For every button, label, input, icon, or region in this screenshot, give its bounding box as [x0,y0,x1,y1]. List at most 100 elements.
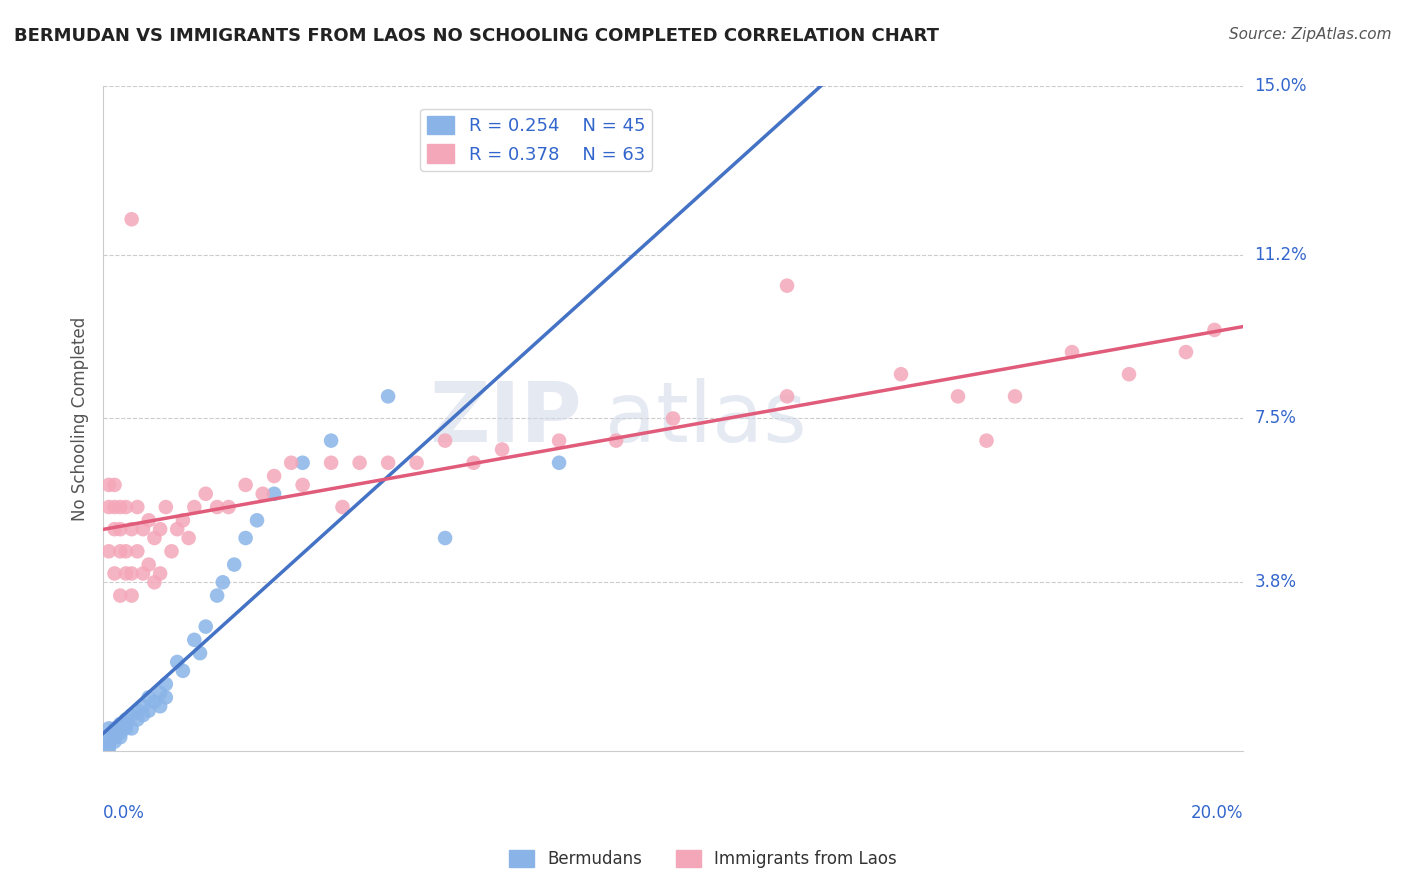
Point [155,677,177,691]
Point [377,389,399,403]
Point [349,456,371,470]
Point [127,500,149,514]
Point [97,734,120,748]
Y-axis label: No Schooling Completed: No Schooling Completed [72,317,89,521]
Point [110,726,132,740]
Point [121,566,143,581]
Point [115,717,138,731]
Point [1118,368,1140,382]
Point [138,558,160,572]
Text: 20.0%: 20.0% [1191,804,1243,822]
Text: 7.5%: 7.5% [1254,409,1296,427]
Point [110,731,132,745]
Point [463,456,485,470]
Point [143,575,166,590]
Legend: Bermudans, Immigrants from Laos: Bermudans, Immigrants from Laos [502,843,904,875]
Point [121,722,143,736]
Point [121,589,143,603]
Text: 11.2%: 11.2% [1254,245,1308,264]
Point [776,278,799,293]
Point [224,558,246,572]
Point [188,646,211,660]
Text: Source: ZipAtlas.com: Source: ZipAtlas.com [1229,27,1392,42]
Point [160,544,183,558]
Point [776,389,799,403]
Point [132,699,155,714]
Point [138,704,160,718]
Text: BERMUDAN VS IMMIGRANTS FROM LAOS NO SCHOOLING COMPLETED CORRELATION CHART: BERMUDAN VS IMMIGRANTS FROM LAOS NO SCHO… [14,27,939,45]
Point [235,531,257,545]
Point [194,487,217,501]
Point [115,713,138,727]
Point [155,690,177,705]
Point [155,500,177,514]
Point [149,686,172,700]
Point [205,589,228,603]
Point [97,743,120,757]
Point [548,434,571,448]
Point [246,513,269,527]
Point [121,212,143,227]
Point [172,664,194,678]
Text: 15.0%: 15.0% [1254,78,1308,95]
Point [110,544,132,558]
Point [132,522,155,536]
Point [1004,389,1026,403]
Point [143,531,166,545]
Point [132,708,155,723]
Point [103,522,125,536]
Text: atlas: atlas [605,378,807,459]
Point [946,389,969,403]
Point [605,434,627,448]
Point [127,544,149,558]
Point [235,478,257,492]
Point [1060,345,1083,359]
Point [115,544,138,558]
Point [252,487,274,501]
Point [183,500,205,514]
Point [166,522,188,536]
Point [127,704,149,718]
Point [97,722,120,736]
Point [280,456,302,470]
Point [110,717,132,731]
Point [115,500,138,514]
Point [97,544,120,558]
Point [319,434,342,448]
Point [434,531,457,545]
Point [263,487,285,501]
Point [103,478,125,492]
Point [1204,323,1226,337]
Text: 0.0%: 0.0% [103,804,145,822]
Point [890,368,912,382]
Point [172,513,194,527]
Point [1175,345,1198,359]
Point [138,513,160,527]
Point [332,500,354,514]
Point [194,619,217,633]
Text: ZIP: ZIP [429,378,582,459]
Point [434,434,457,448]
Point [110,500,132,514]
Point [115,566,138,581]
Point [103,500,125,514]
Point [405,456,427,470]
Point [211,575,233,590]
Point [138,690,160,705]
Point [177,531,200,545]
Point [127,713,149,727]
Point [291,456,314,470]
Point [97,478,120,492]
Point [377,456,399,470]
Point [121,522,143,536]
Point [103,731,125,745]
Point [110,522,132,536]
Point [662,411,685,425]
Point [218,500,240,514]
Point [548,456,571,470]
Point [319,456,342,470]
Legend: R = 0.254    N = 45, R = 0.378    N = 63: R = 0.254 N = 45, R = 0.378 N = 63 [420,109,652,171]
Point [976,434,998,448]
Point [143,695,166,709]
Point [110,589,132,603]
